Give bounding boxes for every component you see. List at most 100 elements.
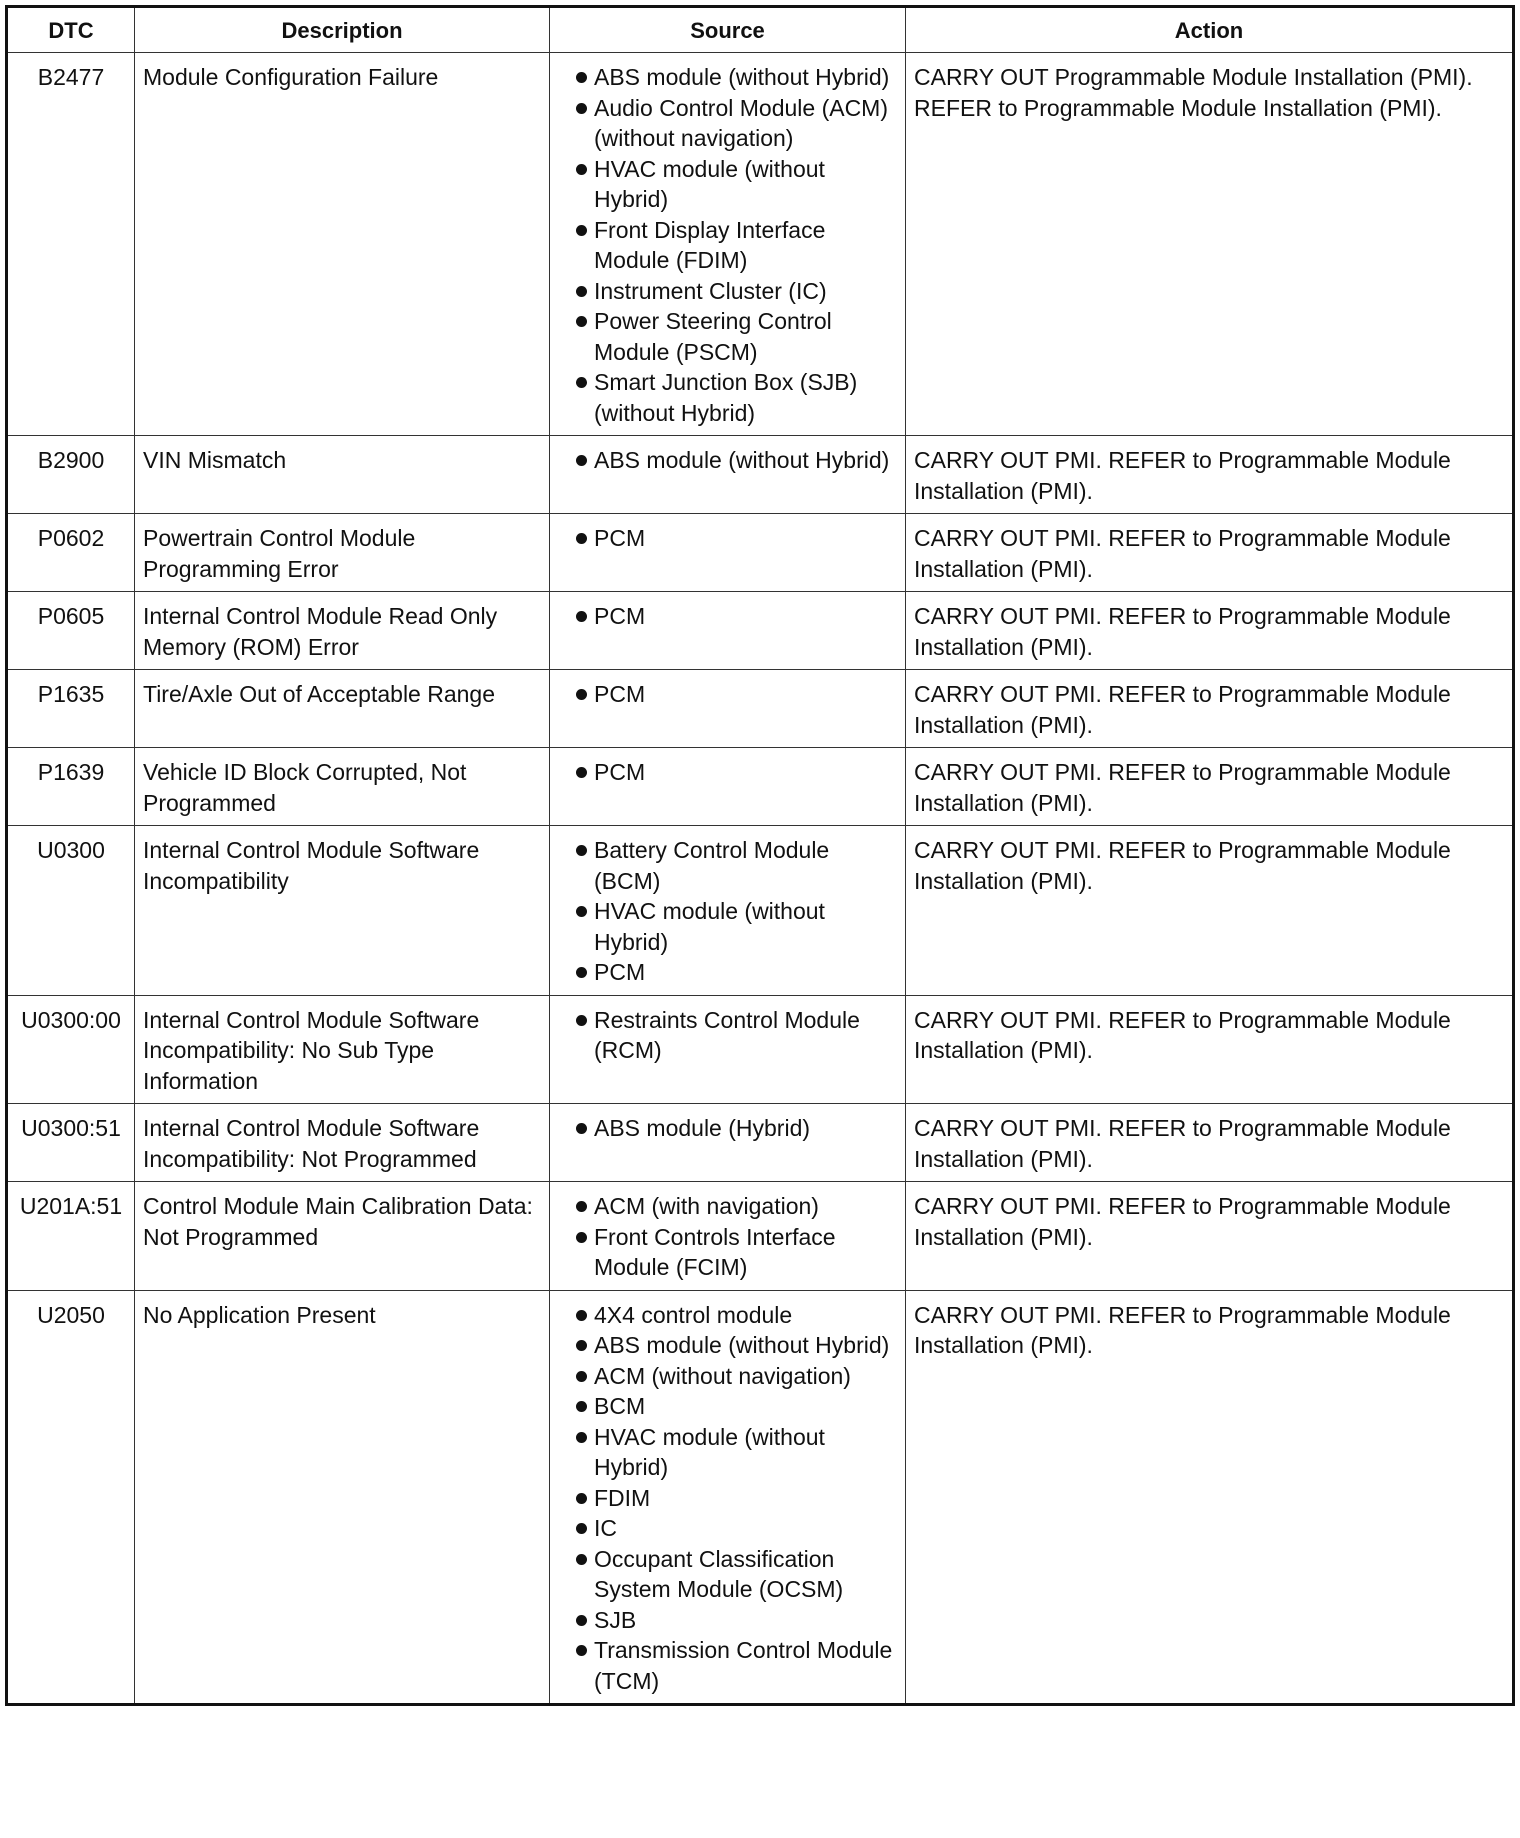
dtc-description: Module Configuration Failure [134,52,550,436]
source-list: PCM [558,523,897,554]
table-row: P0602 Powertrain Control Module Programmi… [6,513,1514,592]
source-list: PCM [558,679,897,710]
dtc-code: U201A:51 [6,1181,135,1291]
dtc-source: PCM [549,513,906,592]
source-item: PCM [558,679,897,710]
dtc-description: VIN Mismatch [134,435,550,514]
source-item: ABS module (without Hybrid) [558,445,897,476]
dtc-code: P1639 [6,747,135,826]
table-row: B2477 Module Configuration Failure ABS mod… [6,52,1514,436]
dtc-description: Internal Control Module Software Incompa… [134,1103,550,1182]
source-list: 4X4 control module ABS module (without Hy… [558,1300,897,1697]
source-list: ACM (with navigation) Front Controls Inte… [558,1191,897,1283]
dtc-action: CARRY OUT PMI. REFER to Programmable Mod… [905,669,1514,748]
dtc-table: DTC Description Source Action B2477 Modul… [5,5,1515,1706]
source-list: PCM [558,601,897,632]
table-row: B2900 VIN Mismatch ABS module (without Hyb… [6,435,1514,514]
dtc-source: ABS module (without Hybrid) Audio Control… [549,52,906,436]
dtc-description: No Application Present [134,1289,550,1705]
source-item: HVAC module (without Hybrid) [558,1422,897,1483]
source-list: ABS module (without Hybrid) Audio Control… [558,62,897,428]
dtc-action: CARRY OUT PMI. REFER to Programmable Mod… [905,825,1514,996]
source-item: ABS module (without Hybrid) [558,62,897,93]
dtc-action: CARRY OUT PMI. REFER to Programmable Mod… [905,513,1514,592]
dtc-code: U0300 [6,825,135,996]
table-row: P1635 Tire/Axle Out of Acceptable Range PC… [6,669,1514,748]
source-item: Power Steering Control Module (PSCM) [558,306,897,367]
dtc-action: CARRY OUT PMI. REFER to Programmable Mod… [905,994,1514,1104]
source-item: Front Display Interface Module (FDIM) [558,215,897,276]
header-description: Description [134,6,550,53]
source-list: Restraints Control Module (RCM) [558,1005,897,1066]
dtc-source: Battery Control Module (BCM) HVAC module … [549,825,906,996]
header-dtc: DTC [6,6,135,53]
source-item: ACM (with navigation) [558,1191,897,1222]
source-item: 4X4 control module [558,1300,897,1331]
table-row: P1639 Vehicle ID Block Corrupted, Not Pro… [6,747,1514,826]
dtc-description: Internal Control Module Software Incompa… [134,994,550,1104]
source-item: PCM [558,757,897,788]
table-row: U0300 Internal Control Module Software In… [6,825,1514,996]
source-item: FDIM [558,1483,897,1514]
source-item: ABS module (Hybrid) [558,1113,897,1144]
source-item: IC [558,1513,897,1544]
dtc-code: U2050 [6,1289,135,1705]
source-list: ABS module (Hybrid) [558,1113,897,1144]
dtc-action: CARRY OUT Programmable Module Installati… [905,52,1514,436]
dtc-code: B2477 [6,52,135,436]
dtc-code: P0602 [6,513,135,592]
dtc-code: B2900 [6,435,135,514]
dtc-source: PCM [549,591,906,670]
dtc-source: ABS module (without Hybrid) [549,435,906,514]
dtc-description: Internal Control Module Read Only Memory… [134,591,550,670]
source-list: PCM [558,757,897,788]
dtc-description: Tire/Axle Out of Acceptable Range [134,669,550,748]
source-item: PCM [558,601,897,632]
dtc-source: ABS module (Hybrid) [549,1103,906,1182]
dtc-description: Powertrain Control Module Programming Er… [134,513,550,592]
dtc-action: CARRY OUT PMI. REFER to Programmable Mod… [905,1181,1514,1291]
source-list: ABS module (without Hybrid) [558,445,897,476]
dtc-source: PCM [549,669,906,748]
dtc-source: Restraints Control Module (RCM) [549,994,906,1104]
source-item: PCM [558,523,897,554]
source-item: BCM [558,1391,897,1422]
source-item: ABS module (without Hybrid) [558,1330,897,1361]
dtc-action: CARRY OUT PMI. REFER to Programmable Mod… [905,747,1514,826]
table-row: U0300:51 Internal Control Module Software… [6,1103,1514,1182]
source-item: ACM (without navigation) [558,1361,897,1392]
source-item: PCM [558,957,897,988]
dtc-code: P1635 [6,669,135,748]
source-item: HVAC module (without Hybrid) [558,896,897,957]
dtc-action: CARRY OUT PMI. REFER to Programmable Mod… [905,1103,1514,1182]
source-item: Audio Control Module (ACM) (without navi… [558,93,897,154]
source-item: Front Controls Interface Module (FCIM) [558,1222,897,1283]
table-row: P0605 Internal Control Module Read Only M… [6,591,1514,670]
source-item: Smart Junction Box (SJB) (without Hybrid… [558,367,897,428]
source-list: Battery Control Module (BCM) HVAC module … [558,835,897,988]
dtc-action: CARRY OUT PMI. REFER to Programmable Mod… [905,591,1514,670]
dtc-action: CARRY OUT PMI. REFER to Programmable Mod… [905,435,1514,514]
source-item: Transmission Control Module (TCM) [558,1635,897,1696]
dtc-description: Internal Control Module Software Incompa… [134,825,550,996]
table-row: U201A:51 Control Module Main Calibration … [6,1181,1514,1291]
dtc-action: CARRY OUT PMI. REFER to Programmable Mod… [905,1289,1514,1705]
header-action: Action [905,6,1514,53]
source-item: Battery Control Module (BCM) [558,835,897,896]
source-item: Occupant Classification System Module (O… [558,1544,897,1605]
header-row: DTC Description Source Action [6,6,1514,53]
dtc-code: P0605 [6,591,135,670]
dtc-source: 4X4 control module ABS module (without Hy… [549,1289,906,1705]
source-item: HVAC module (without Hybrid) [558,154,897,215]
dtc-source: ACM (with navigation) Front Controls Inte… [549,1181,906,1291]
source-item: Instrument Cluster (IC) [558,276,897,307]
source-item: Restraints Control Module (RCM) [558,1005,897,1066]
dtc-description: Vehicle ID Block Corrupted, Not Programm… [134,747,550,826]
header-source: Source [549,6,906,53]
dtc-code: U0300:51 [6,1103,135,1182]
dtc-description: Control Module Main Calibration Data: No… [134,1181,550,1291]
dtc-source: PCM [549,747,906,826]
source-item: SJB [558,1605,897,1636]
table-row: U2050 No Application Present 4X4 control m… [6,1289,1514,1705]
table-row: U0300:00 Internal Control Module Software… [6,994,1514,1104]
